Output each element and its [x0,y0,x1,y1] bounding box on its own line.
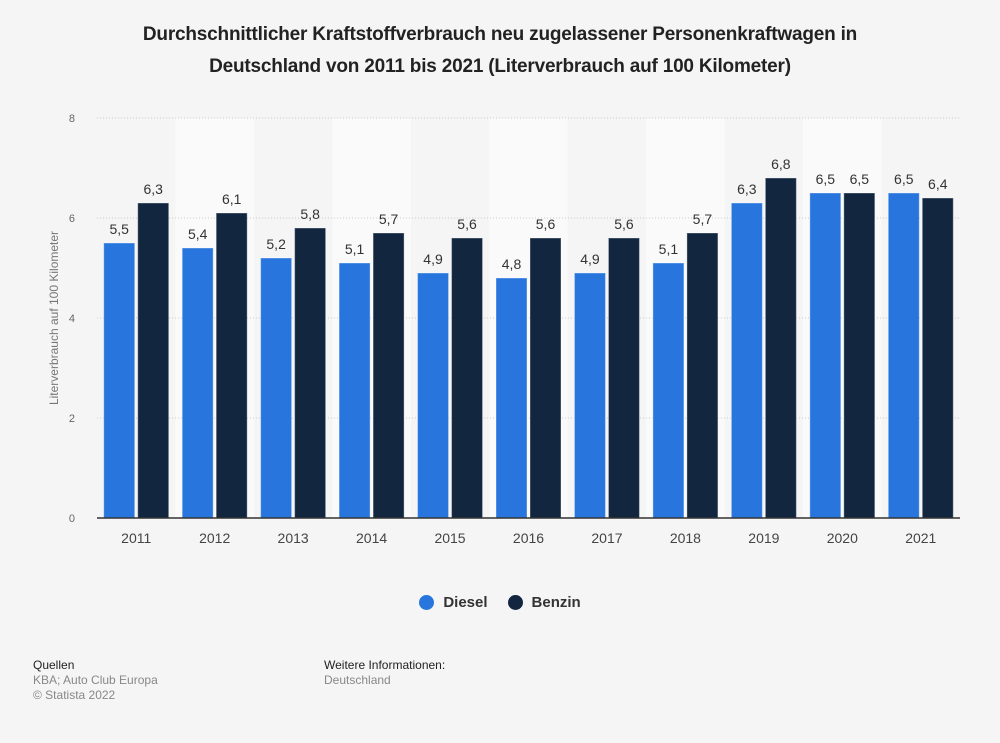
data-label-benzin: 6,3 [143,181,163,197]
y-tick-label: 4 [69,313,75,325]
chart-title: Durchschnittlicher Kraftstoffverbrauch n… [0,19,1000,83]
x-tick-label: 2021 [905,530,936,546]
x-axis-ticks: 2011 2012 2013 2014 2015 2016 2017 2018 2019 2020… [121,530,936,546]
data-label-benzin: 5,7 [693,211,713,227]
data-label-benzin: 5,7 [379,211,399,227]
y-tick-label: 0 [69,513,75,525]
bar-benzin [215,212,248,519]
x-tick-label: 2019 [748,530,779,546]
bar-benzin [686,232,719,519]
data-label-diesel: 6,3 [737,181,757,197]
bar-diesel [338,262,371,519]
data-label-diesel: 5,1 [659,241,679,257]
x-tick-label: 2012 [199,530,230,546]
data-label-benzin: 5,6 [457,216,477,232]
data-label-diesel: 4,8 [502,256,522,272]
y-tick-label: 8 [69,113,75,125]
bar-diesel [730,202,763,519]
bar-diesel [495,277,528,519]
x-tick-label: 2018 [670,530,701,546]
legend-dot-benzin-icon [507,595,523,610]
data-label-diesel: 4,9 [580,251,600,267]
legend-item-benzin[interactable]: Benzin [507,594,581,611]
data-label-benzin: 5,6 [614,216,634,232]
data-label-benzin: 5,8 [300,206,320,222]
legend-label-benzin: Benzin [531,594,581,611]
data-label-diesel: 5,2 [266,236,286,252]
x-tick-label: 2017 [591,530,622,546]
data-label-benzin: 6,4 [928,176,948,192]
data-label-diesel: 6,5 [894,171,914,187]
bar-benzin [764,177,797,519]
bar-benzin [529,237,562,519]
bar-diesel [887,192,920,519]
legend-item-diesel[interactable]: Diesel [419,594,488,611]
bar-diesel [573,272,606,519]
data-label-diesel: 4,9 [423,251,443,267]
sources-block: Quellen KBA; Auto Club Europa © Statista… [33,658,158,703]
data-label-diesel: 5,4 [188,226,208,242]
bar-benzin [372,232,405,519]
x-tick-label: 2015 [434,530,465,546]
bar-diesel [417,272,450,519]
x-tick-label: 2013 [278,530,309,546]
chart-title-line-1: Durchschnittlicher Kraftstoffverbrauch n… [142,24,858,45]
bar-benzin [451,237,484,519]
bar-diesel [260,257,293,519]
sources-heading: Quellen [33,658,75,672]
bar-diesel [809,192,842,519]
legend: Diesel Benzin [0,594,1000,611]
info-block: Weitere Informationen: Deutschland [324,658,445,688]
bar-benzin [137,202,170,519]
info-heading: Weitere Informationen: [324,658,446,672]
data-label-benzin: 6,5 [850,171,870,187]
bar-benzin [607,237,640,519]
data-label-benzin: 5,6 [536,216,556,232]
bar-benzin [294,227,327,519]
x-tick-label: 2020 [827,530,858,546]
bar-diesel [103,242,136,519]
info-text: Deutschland [324,673,391,687]
data-label-diesel: 6,5 [816,171,836,187]
bar-diesel [652,262,685,519]
data-label-benzin: 6,8 [771,156,791,172]
legend-dot-diesel-icon [419,595,435,610]
y-tick-label: 6 [69,213,75,225]
bar-benzin [843,192,876,519]
y-tick-label: 2 [69,413,75,425]
y-axis-label: Literverbrauch auf 100 Kilometer [47,231,61,405]
legend-label-diesel: Diesel [443,594,488,611]
data-label-diesel: 5,1 [345,241,365,257]
bar-benzin [921,197,954,519]
bar-diesel [181,247,214,519]
x-tick-label: 2014 [356,530,387,546]
sources-text: KBA; Auto Club Europa [33,673,158,687]
copyright-text: © Statista 2022 [33,688,116,702]
data-label-benzin: 6,1 [222,191,242,207]
data-labels: 5,5 6,3 5,4 6,1 5,2 5,8 5,1 5,7 4,9 5,6 4,8 5,6 4,9 5… [109,156,947,272]
bars [103,177,954,519]
x-tick-label: 2011 [121,530,151,546]
x-tick-label: 2016 [513,530,544,546]
y-axis-ticks: 0 2 4 6 8 [69,113,75,525]
data-label-diesel: 5,5 [109,221,129,237]
chart-title-line-2: Deutschland von 2011 bis 2021 (Literverb… [209,56,791,77]
